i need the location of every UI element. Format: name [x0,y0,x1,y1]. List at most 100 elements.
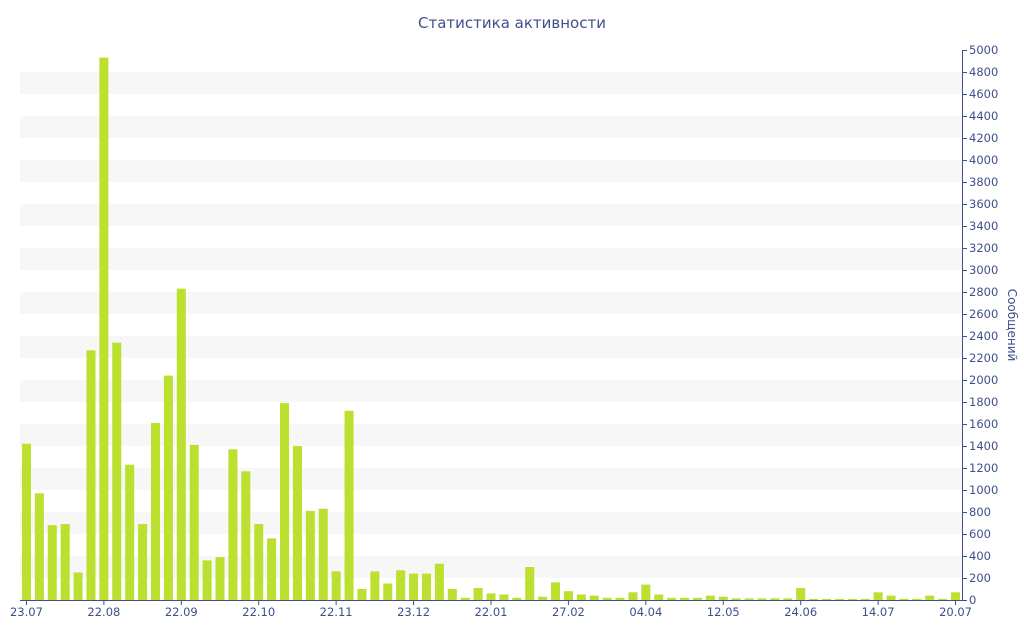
bar [551,582,561,600]
bar [396,570,406,600]
bar [886,595,896,600]
bar [718,596,728,600]
bar [486,593,496,600]
bar [744,598,754,600]
bar [138,524,148,600]
bar [460,597,470,600]
bar [602,597,612,600]
bar [809,598,819,600]
bar [783,598,793,600]
grid-band [20,336,962,358]
grid-band [20,512,962,534]
y-tick-label: 2600 [969,307,998,321]
x-tick-label: 22.10 [242,605,275,619]
y-tick-label: 2400 [969,329,998,343]
bar [86,350,96,600]
x-tick-label: 23.12 [397,605,430,619]
bar [576,594,586,600]
bar [163,375,173,600]
bar [951,592,961,600]
y-tick-label: 4600 [969,87,998,101]
y-axis: 0 200 400 600 800 1000 1200 1400 1600 1800 2000 220… [962,43,998,607]
bar [641,584,651,600]
y-tick-label: 5000 [969,43,998,57]
y-tick-label: 4000 [969,153,998,167]
bar [912,598,922,600]
y-tick-label: 1000 [969,483,998,497]
x-tick-label: 20.07 [939,605,972,619]
bar [692,597,702,600]
bar [589,595,599,600]
bar [125,464,135,600]
bar [99,57,109,600]
x-tick-label: 22.09 [165,605,198,619]
bar [228,449,238,600]
bar [383,583,393,600]
bar [267,538,277,600]
bar [899,598,909,600]
y-tick-label: 2800 [969,285,998,299]
bar [254,524,264,600]
bar [357,589,367,600]
bar [112,342,122,600]
x-tick-label: 22.11 [320,605,353,619]
bar [150,422,161,600]
bar [654,594,664,600]
bar [47,525,57,600]
bar [447,589,457,600]
bar [370,571,380,600]
chart-title: Статистика активности [418,14,606,32]
grid-band [20,160,962,182]
bar [770,598,780,600]
x-tick-label: 24.06 [784,605,817,619]
y-tick-label: 800 [969,505,991,519]
grid-band [20,468,962,490]
bar [473,587,483,600]
x-tick-label: 27.02 [552,605,585,619]
bar [860,598,870,600]
y-tick-label: 4400 [969,109,998,123]
y-tick-label: 2200 [969,351,998,365]
bar [499,594,509,600]
bar [215,557,225,600]
bar-series [21,57,961,600]
bar [563,591,573,600]
x-tick-label: 22.08 [87,605,120,619]
y-tick-label: 0 [969,593,976,607]
y-tick-label: 3400 [969,219,998,233]
bar [434,563,444,600]
bar [292,446,302,600]
bar [21,443,31,600]
y-tick-label: 2000 [969,373,998,387]
y-tick-label: 3600 [969,197,998,211]
grid-band [20,424,962,446]
bar [796,587,806,600]
y-tick-label: 4200 [969,131,998,145]
bar [512,597,522,600]
bar [938,598,948,600]
bar [176,288,186,600]
bar [280,403,290,600]
bar [847,598,857,600]
grid-band [20,72,962,94]
bar [34,493,44,600]
y-tick-label: 4800 [969,65,998,79]
bar [318,508,328,600]
bar [834,598,844,600]
bar [615,597,625,600]
grid-band [20,292,962,314]
bar [525,567,535,600]
bar [757,598,767,600]
y-tick-label: 3200 [969,241,998,255]
y-tick-label: 1200 [969,461,998,475]
bar [421,573,431,600]
bar [344,410,354,600]
grid-band [20,380,962,402]
grid-band [20,248,962,270]
y-axis-label: Сообщений [1005,289,1019,362]
y-tick-label: 400 [969,549,991,563]
x-tick-label: 23.07 [10,605,43,619]
bar [821,598,832,600]
grid-bands [20,72,962,578]
